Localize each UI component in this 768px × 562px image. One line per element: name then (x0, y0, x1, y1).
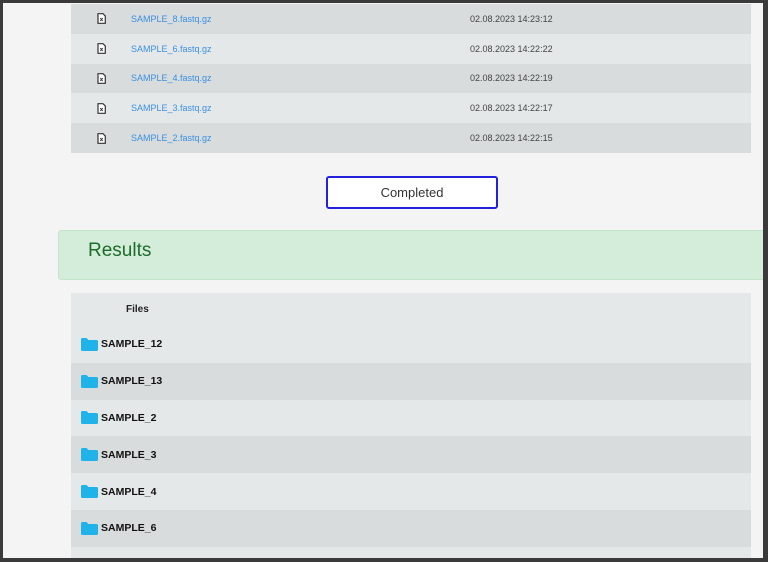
results-title: Results (88, 240, 152, 261)
folder-row[interactable]: SAMPLE_13 (71, 362, 751, 400)
file-link[interactable]: SAMPLE_6.fastq.gz (131, 43, 212, 54)
results-header: Files (71, 293, 751, 326)
folder-row[interactable]: SAMPLE_3 (71, 436, 751, 474)
file-date: 02.08.2023 14:23:12 (470, 13, 553, 24)
folder-name[interactable]: SAMPLE_2 (101, 411, 157, 424)
file-row: SAMPLE_4.fastq.gz 02.08.2023 14:22:19 (71, 63, 751, 94)
file-row: SAMPLE_8.fastq.gz 02.08.2023 14:23:12 (71, 4, 751, 34)
results-table: Files SAMPLE_12 SAMPLE_13 SAMPLE_2 SAMPLE_3… (71, 293, 751, 558)
folder-icon (81, 521, 98, 535)
folder-icon (81, 337, 98, 351)
file-link[interactable]: SAMPLE_8.fastq.gz (131, 13, 212, 24)
folder-icon (81, 374, 98, 388)
file-archive-icon (71, 132, 131, 144)
folder-name[interactable]: SAMPLE_13 (101, 375, 163, 388)
folder-icon (81, 411, 98, 425)
page: SAMPLE_8.fastq.gz 02.08.2023 14:23:12 SA… (3, 3, 763, 558)
file-row: SAMPLE_3.fastq.gz 02.08.2023 14:22:17 (71, 93, 751, 124)
folder-icon (81, 448, 98, 462)
file-archive-icon (71, 102, 131, 114)
folder-row[interactable]: SAMPLE_4 (71, 473, 751, 510)
file-archive-icon (71, 73, 131, 84)
file-row: SAMPLE_2.fastq.gz 02.08.2023 14:22:15 (71, 123, 751, 153)
folder-row[interactable] (71, 546, 751, 558)
file-date: 02.08.2023 14:22:15 (470, 133, 553, 144)
file-date: 02.08.2023 14:22:22 (470, 43, 553, 54)
file-archive-icon (71, 43, 131, 55)
results-banner: Results (58, 230, 763, 280)
file-link[interactable]: SAMPLE_3.fastq.gz (131, 103, 212, 114)
folder-name[interactable]: SAMPLE_4 (101, 485, 157, 498)
folder-name[interactable]: SAMPLE_6 (101, 522, 157, 535)
folder-row[interactable]: SAMPLE_2 (71, 399, 751, 437)
completed-button[interactable]: Completed (326, 176, 498, 209)
file-archive-icon (71, 13, 131, 25)
folder-row[interactable]: SAMPLE_12 (71, 326, 751, 363)
file-date: 02.08.2023 14:22:19 (470, 73, 553, 84)
file-link[interactable]: SAMPLE_2.fastq.gz (131, 133, 212, 144)
file-date: 02.08.2023 14:22:17 (470, 103, 553, 114)
file-table: SAMPLE_8.fastq.gz 02.08.2023 14:23:12 SA… (71, 4, 751, 153)
folder-name[interactable]: SAMPLE_12 (101, 338, 163, 351)
file-row: SAMPLE_6.fastq.gz 02.08.2023 14:22:22 (71, 33, 751, 64)
folder-icon (81, 485, 98, 499)
file-link[interactable]: SAMPLE_4.fastq.gz (131, 73, 212, 84)
folder-row[interactable]: SAMPLE_6 (71, 509, 751, 547)
folder-name[interactable]: SAMPLE_3 (101, 448, 157, 461)
